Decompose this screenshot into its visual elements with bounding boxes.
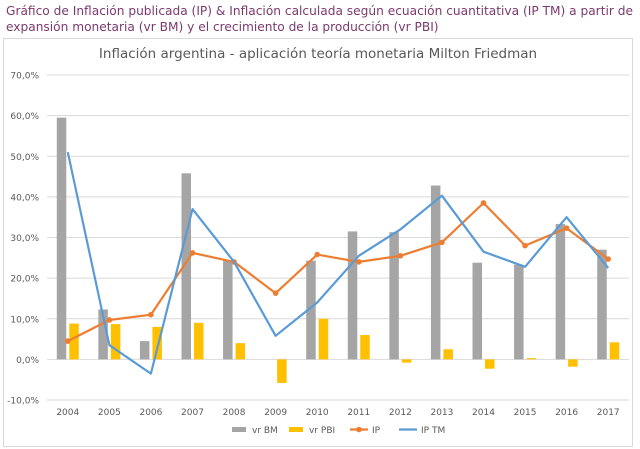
y-tick-label: 10,0%	[10, 315, 39, 325]
bar	[597, 249, 607, 360]
bar	[56, 117, 67, 360]
series-point	[64, 338, 71, 344]
figure-caption: Gráfico de Inflación publicada (IP) & In…	[6, 3, 636, 35]
bar	[139, 341, 150, 360]
series-point	[563, 225, 570, 231]
x-tick-label: 2017	[597, 408, 620, 418]
y-tick-label: -10,0%	[7, 397, 39, 407]
series-point	[314, 251, 321, 258]
y-tick-label: 50,0%	[10, 153, 39, 163]
series-point	[605, 256, 612, 262]
bar	[69, 323, 79, 360]
bar	[360, 335, 370, 360]
bar	[472, 262, 482, 360]
bar	[443, 349, 453, 360]
caption-line-1: Gráfico de Inflación publicada (IP) & In…	[6, 4, 633, 18]
bar	[514, 264, 524, 360]
series-point	[522, 242, 528, 249]
bar	[152, 326, 162, 360]
bar	[235, 343, 246, 360]
legend-swatch	[289, 427, 303, 432]
bar	[526, 358, 537, 360]
chart-canvas: -10,0% 0,0% 10,0% 20,0% 30,0% 40,0% 50,0% 60,0%…	[7, 72, 629, 436]
legend-marker	[356, 426, 362, 433]
caption-line-2: expansión monetaria (vr BM) y el crecimi…	[6, 20, 439, 34]
y-tick-label: 30,0%	[10, 234, 39, 244]
x-tick-label: 2016	[555, 408, 578, 418]
chart-frame: Inflación argentina - aplicación teoría …	[3, 38, 633, 447]
series-point	[106, 317, 113, 323]
legend-label: vr BM	[252, 426, 278, 436]
series-line	[67, 201, 609, 343]
x-tick-label: 2009	[264, 408, 287, 418]
chart-title: Inflación argentina - aplicación teoría …	[98, 46, 538, 62]
x-tick-label: 2007	[181, 408, 204, 418]
bar	[401, 359, 412, 363]
bar	[485, 359, 495, 369]
bar	[568, 359, 578, 367]
bar	[194, 322, 204, 360]
legend-label: IP TM	[421, 426, 445, 436]
series-point	[148, 311, 154, 318]
bar	[110, 324, 121, 360]
x-tick-label: 2011	[347, 408, 370, 418]
x-tick-label: 2013	[430, 408, 453, 418]
x-tick-label: 2010	[306, 408, 329, 418]
bar	[609, 342, 620, 360]
bar	[318, 318, 329, 360]
x-tick-label: 2006	[139, 408, 162, 418]
series-point	[272, 290, 279, 296]
x-tick-label: 2008	[223, 408, 246, 418]
x-tick-label: 2004	[56, 408, 79, 418]
y-tick-label: 20,0%	[10, 275, 39, 285]
x-tick-label: 2014	[472, 408, 495, 418]
series-point	[355, 259, 362, 265]
bar	[277, 359, 287, 383]
bar	[389, 232, 399, 360]
bar	[555, 224, 566, 360]
x-tick-label: 2015	[514, 408, 537, 418]
bar	[98, 309, 108, 360]
series-point	[189, 250, 196, 256]
bar	[181, 173, 191, 360]
y-tick-label: 0,0%	[16, 356, 39, 366]
series-point	[439, 239, 445, 246]
legend-swatch	[232, 427, 246, 432]
x-tick-label: 2012	[389, 408, 412, 418]
y-tick-label: 60,0%	[10, 112, 39, 122]
legend-label: IP	[372, 426, 381, 436]
bar	[306, 260, 316, 360]
series-point	[397, 252, 404, 259]
series-point	[480, 200, 487, 206]
x-tick-label: 2005	[98, 408, 121, 418]
legend-label: vr PBI	[309, 426, 335, 436]
series-line	[66, 151, 610, 375]
bar	[223, 260, 233, 360]
y-tick-label: 40,0%	[10, 193, 39, 203]
bar	[430, 185, 441, 360]
bar	[347, 231, 358, 360]
y-tick-label: 70,0%	[10, 72, 39, 82]
